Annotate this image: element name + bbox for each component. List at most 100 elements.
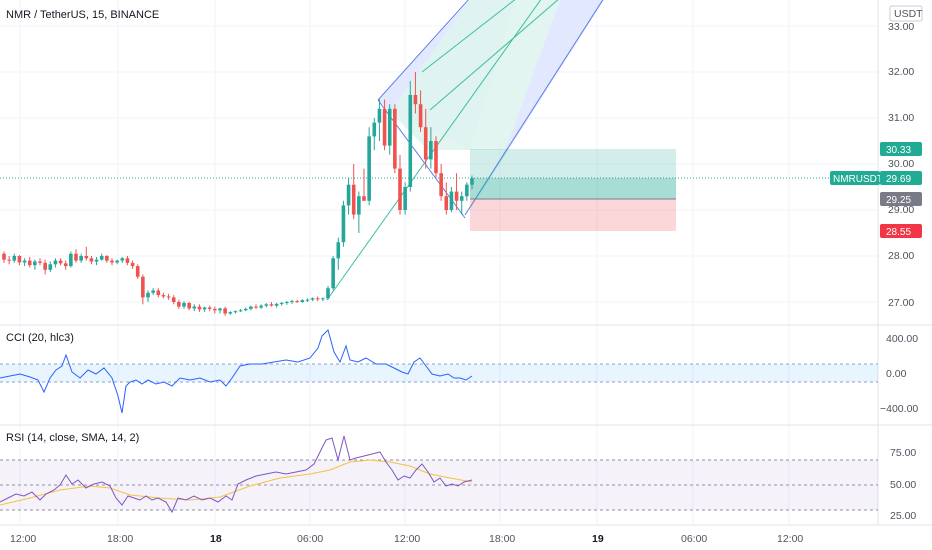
candle [166,293,171,300]
price-tick: 27.00 [888,297,914,309]
candle [449,187,454,213]
cci-line [0,329,473,414]
price-tick: 32.00 [888,66,914,78]
long-position-drawing[interactable] [470,149,676,231]
candle [315,296,320,302]
candle [135,264,140,279]
candle [218,307,222,314]
candle [156,288,161,298]
candle [177,299,181,309]
candle [243,307,248,312]
candle [408,81,413,192]
price-tick: 29.00 [888,204,914,216]
candle [454,173,459,210]
rsi-pane[interactable]: RSI (14, close, SMA, 14, 2) 75.00 50.00 … [0,432,916,522]
candle [418,90,423,132]
price-tick: 30.00 [888,158,914,170]
currency-label: USDT [894,8,923,20]
candle [326,285,330,300]
candle [459,191,464,215]
candle [130,260,135,269]
candle [89,256,94,265]
rsi-tick-top: 75.00 [890,447,916,459]
svg-text:28.55: 28.55 [886,227,911,238]
svg-text:29.69: 29.69 [886,174,911,185]
candle [249,305,253,311]
svg-text:30.33: 30.33 [886,145,911,156]
time-tick-day: 19 [592,533,604,545]
time-tick: 18:00 [107,533,133,545]
candle [2,251,6,263]
cci-tick-mid: 0.00 [886,368,907,380]
symbol-price-tag: NMRUSDT 29.69 [830,171,922,185]
candle [94,256,99,266]
price-axis[interactable]: 33.00 32.00 31.00 30.00 29.00 28.00 27.0… [888,21,914,309]
currency-badge[interactable]: USDT [889,5,923,22]
candle [290,299,294,304]
candle [336,237,341,270]
candle [146,290,150,302]
candle [99,253,104,261]
rsi-tick-bottom: 25.00 [890,510,916,522]
pitchfork-drawing[interactable] [326,0,604,301]
candle [429,127,433,169]
price-tick: 31.00 [888,112,914,124]
candle [274,302,279,308]
candle [84,246,89,261]
time-axis[interactable]: 12:00 18:00 18 06:00 12:00 18:00 19 06:0… [10,533,803,545]
price-tick: 28.00 [888,250,914,262]
candle [74,249,78,263]
candle [387,104,392,155]
candle [33,259,37,270]
candle [470,175,474,190]
candle [171,295,176,305]
candle [321,297,325,302]
candle [346,177,351,215]
candle [213,306,217,314]
candle [372,118,377,151]
candle [398,154,402,215]
candle [63,260,68,270]
candle [69,251,73,268]
candle [279,302,284,306]
candle [202,306,207,313]
candle [151,288,155,296]
candle [38,258,42,266]
candle [439,164,443,201]
candle [12,253,17,263]
candle [22,258,27,267]
candle [434,136,438,178]
rsi-ma-line [0,459,473,506]
candle [141,274,145,305]
candle [110,258,114,266]
candle [79,253,83,263]
candle [367,127,371,206]
svg-text:NMRUSDT: NMRUSDT [833,174,883,185]
candle [259,304,263,309]
candle [7,256,11,265]
candle [120,256,125,263]
time-tick: 12:00 [394,533,420,545]
time-tick-day: 18 [210,533,222,545]
candle [58,258,63,266]
candle [233,310,238,314]
candle [377,99,382,141]
candle [43,259,47,275]
symbol-title[interactable]: NMR / TetherUS, 15, BINANCE [6,9,159,21]
candle [300,299,305,303]
svg-text:29.25: 29.25 [886,195,911,206]
time-tick: 18:00 [489,533,515,545]
candle [48,261,53,273]
candle [403,182,407,215]
cci-pane[interactable]: CCI (20, hlc3) 400.00 0.00 −400.00 [0,329,918,415]
target-price-tag: 30.33 [880,142,922,156]
time-tick: 06:00 [681,533,707,545]
candle [192,304,197,312]
candle [17,255,22,266]
candle [295,299,299,303]
candlestick-series [2,72,474,316]
candle [382,99,387,151]
candle [444,182,449,215]
candle [465,182,469,201]
